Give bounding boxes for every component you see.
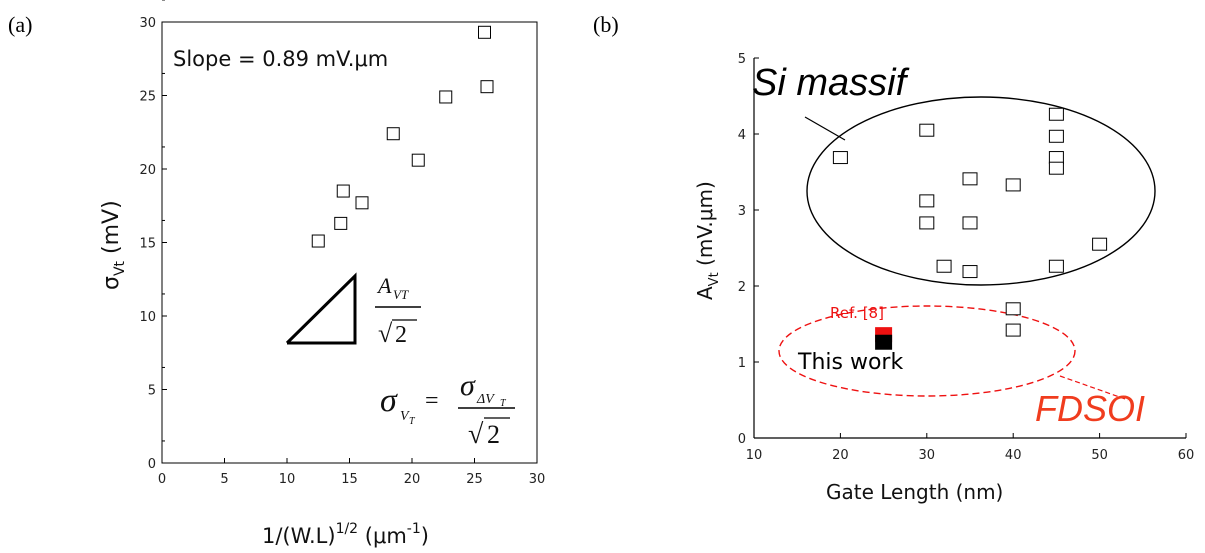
formula-sqrt-symbol: √ <box>468 419 484 450</box>
data-point <box>336 184 350 198</box>
y-tick-label: 1 <box>738 356 746 371</box>
si-massif-point <box>919 194 935 208</box>
y-tick-label: 5 <box>738 52 746 67</box>
data-point <box>480 80 494 94</box>
si-massif-pointer <box>804 116 846 141</box>
y-label-sigma: σVt (mV) <box>99 200 128 290</box>
x-tick-label: 10 <box>279 472 296 487</box>
fdsoi-pointer <box>1059 375 1129 401</box>
si-massif-point <box>1092 237 1108 251</box>
si-massif-point <box>962 172 978 186</box>
si-massif-point <box>919 216 935 230</box>
data-point <box>334 216 348 230</box>
formula-num-sigma: σ <box>460 369 476 402</box>
this-work-label: This work <box>797 350 903 375</box>
slope-annotation: Slope = 0.89 mV.μm <box>173 47 388 71</box>
formula-num-sub-t: T <box>500 398 507 409</box>
x-tick-label: 20 <box>404 472 421 487</box>
y-label-a: AVt (mV.μm) <box>693 181 722 300</box>
avt-sqrt-symbol: √ <box>378 319 393 348</box>
chart-a-x-label: 1/(W.L)1/2 (μm-1) <box>262 521 429 548</box>
chart-b: 0 1 2 3 4 5 10 20 30 40 50 60 Si massif FDSOI Ref.… <box>693 52 1194 504</box>
this-work-point <box>875 334 893 350</box>
panel-label-b: (b) <box>593 12 619 37</box>
si-massif-point <box>962 265 978 279</box>
chart-a-y-axis: 0 5 10 15 20 25 30 <box>139 0 167 472</box>
chart-b-x-axis: 10 20 30 40 50 60 <box>746 433 1195 463</box>
avt-numerator-a: A <box>376 273 392 298</box>
y-tick-label: 2 <box>738 280 746 295</box>
si-massif-label: Si massif <box>752 62 910 104</box>
x-tick-label: 15 <box>341 472 358 487</box>
si-massif-point <box>1048 107 1064 121</box>
fdsoi-ellipse <box>778 305 1076 397</box>
y-tick-label: 25 <box>139 90 156 105</box>
chart-a-y-label: σVt (mV) <box>99 200 128 290</box>
x-tick-label: 30 <box>529 472 546 487</box>
x-tick-label: 20 <box>832 448 849 463</box>
si-massif-ellipse <box>806 96 1156 286</box>
x-tick-label: 30 <box>919 448 936 463</box>
x-tick-label: 10 <box>746 448 763 463</box>
x-tick-label: 60 <box>1178 448 1195 463</box>
si-massif-point <box>832 151 848 165</box>
y-tick-label: 0 <box>738 432 746 447</box>
si-massif-point <box>1005 178 1021 192</box>
avt-denominator-two: 2 <box>395 322 407 348</box>
slope-triangle <box>285 272 357 345</box>
formula-sub-t: T <box>409 416 416 427</box>
chart-b-x-label: Gate Length (nm) <box>826 480 1003 504</box>
formula-num-sub: ΔV <box>476 392 495 407</box>
fdsoi-label: FDSOI <box>1035 388 1145 429</box>
data-point <box>439 90 453 104</box>
si-massif-point <box>1005 302 1021 316</box>
y-tick-label: 20 <box>139 163 156 178</box>
data-point <box>478 25 491 39</box>
chart-a-x-axis: 0 5 10 15 20 25 30 <box>158 458 545 487</box>
si-massif-point <box>962 216 978 230</box>
si-massif-point <box>1048 259 1064 273</box>
chart-b-y-axis: 0 1 2 3 4 5 <box>738 52 759 447</box>
si-massif-point <box>919 123 935 137</box>
y-tick-label: 5 <box>148 384 156 399</box>
data-point <box>411 153 425 167</box>
x-tick-label: 25 <box>466 472 483 487</box>
x-tick-label: 40 <box>1005 448 1022 463</box>
y-tick-label: 3 <box>738 204 746 219</box>
data-point <box>386 127 400 141</box>
chart-a: 0 5 10 15 20 25 30 0 5 10 15 20 25 30 Slope = 0.89 m… <box>99 0 545 548</box>
data-point <box>355 196 369 210</box>
ref8-label: Ref. [8] <box>830 304 884 322</box>
formula-sigma: σ <box>380 382 398 419</box>
y-tick-label: 30 <box>139 16 156 31</box>
x-tick-label: 50 <box>1091 448 1108 463</box>
y-tick-label: 4 <box>738 128 746 143</box>
x-tick-label: 5 <box>220 472 228 487</box>
y-tick-label: 10 <box>139 310 156 325</box>
y-tick-label: 0 <box>148 457 156 472</box>
chart-b-y-label: AVt (mV.μm) <box>693 181 722 300</box>
chart-b-points <box>832 107 1108 350</box>
si-massif-point <box>1048 129 1064 143</box>
avt-numerator-sub: VT <box>393 287 409 302</box>
formula-equals: = <box>425 388 439 414</box>
data-point <box>311 234 325 248</box>
si-massif-point <box>1005 323 1021 337</box>
panel-label-a: (a) <box>8 12 32 37</box>
formula-denominator-two: 2 <box>487 420 500 449</box>
x-tick-label: 0 <box>158 472 166 487</box>
chart-a-points <box>311 25 494 248</box>
formula-sub-v: V <box>400 409 410 424</box>
y-tick-label: 15 <box>139 237 156 252</box>
si-massif-point <box>936 259 952 273</box>
si-massif-point <box>1048 161 1064 175</box>
